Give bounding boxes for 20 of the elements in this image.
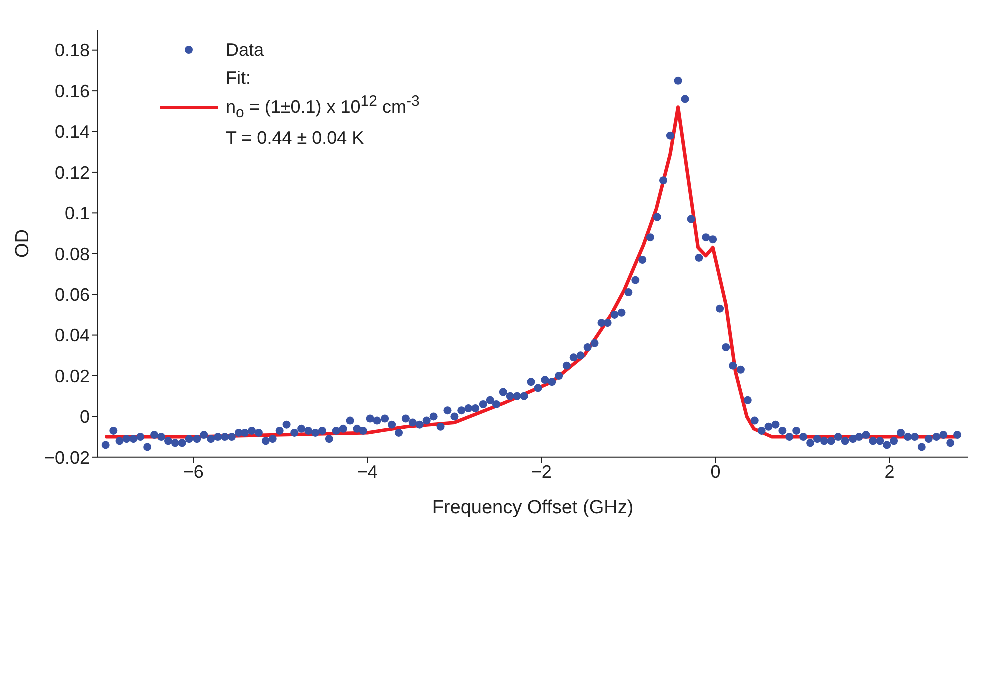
x-tick-label: 0 bbox=[710, 462, 721, 482]
y-axis-title: OD bbox=[12, 229, 34, 258]
x-axis-title: Frequency Offset (GHz) bbox=[432, 497, 634, 518]
y-tick-label: 0.14 bbox=[54, 122, 90, 142]
y-tick-label: 0.06 bbox=[54, 284, 90, 305]
text: Fit: n$_{o}$ = (1±0.1) x 10$^{12}$ cm$^{-3}$ T = 0.44 ± 0.04 K bbox=[226, 68, 420, 148]
y-tick-label: 0.16 bbox=[54, 81, 90, 102]
y-tick-label: −0.02 bbox=[44, 448, 90, 468]
x-tick-label: −6 bbox=[183, 462, 204, 482]
y-tick-label: 0.02 bbox=[54, 366, 90, 386]
legend-label: Data bbox=[226, 39, 264, 62]
y-tick-label: 0.08 bbox=[54, 244, 90, 264]
y-tick-label: 0 bbox=[80, 407, 90, 428]
x-tick-label: −4 bbox=[357, 462, 378, 482]
y-tick-label: 0.1 bbox=[64, 204, 90, 224]
x-tick-label: 2 bbox=[884, 462, 895, 482]
y-tick-label: 0.04 bbox=[54, 326, 90, 346]
y-tick-label: 0.12 bbox=[54, 162, 90, 183]
x-tick-label: −2 bbox=[531, 462, 552, 482]
y-tick-label: 0.18 bbox=[54, 40, 90, 61]
